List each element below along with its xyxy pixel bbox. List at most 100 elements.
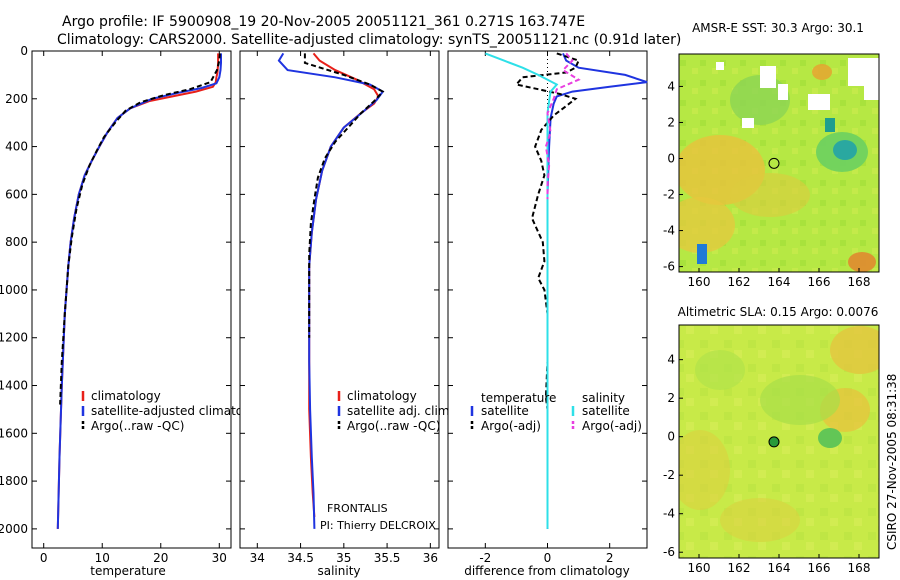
- difference-series: [484, 52, 648, 529]
- sla-low-patch: [818, 428, 842, 448]
- lat-tick-label: -4: [663, 507, 675, 521]
- depth-tick-label: 1400: [0, 379, 28, 393]
- sst-missing-data: [760, 66, 776, 88]
- depth-tick-label: 800: [5, 235, 28, 249]
- lon-tick-label: 168: [848, 275, 871, 289]
- salinity-axes-frame: [239, 50, 440, 549]
- x-tick-label: 0: [40, 551, 48, 565]
- lat-tick-label: -6: [663, 545, 675, 559]
- sst-warm-patch: [679, 197, 735, 253]
- lat-tick-label: 2: [667, 115, 675, 129]
- legend-label: climatology: [91, 389, 161, 403]
- sst-warm-patch: [730, 173, 810, 217]
- sla-high-patch: [679, 430, 730, 510]
- difference-legend: temperaturesatelliteArgo(-adj)salinitysa…: [470, 391, 642, 433]
- sla-low-patch: [760, 375, 840, 425]
- x-tick-label: 20: [153, 551, 168, 565]
- csiro-timestamp: CSIRO 27-Nov-2005 08:31:38: [885, 374, 899, 550]
- figure-title-line2: Climatology: CARS2000. Satellite-adjuste…: [57, 32, 681, 48]
- sst-cool-patch: [825, 118, 835, 132]
- lon-tick-label: 162: [728, 561, 751, 575]
- sst-missing-data: [716, 62, 724, 70]
- series-line-argo-raw-qc-: [59, 53, 221, 405]
- sst-argo-location: [768, 157, 780, 169]
- legend-group-title: salinity: [582, 391, 625, 405]
- sst-map-ticks: 160 162 164 166 168 -6 -4 -2 0 2 4: [663, 79, 870, 289]
- temperature-series: [56, 53, 222, 529]
- figure-title-line1: Argo profile: IF 5900908_19 20-Nov-2005 …: [62, 14, 585, 30]
- float-pi-label: PI: Thierry DELCROIX: [320, 519, 436, 532]
- float-project-label: FRONTALIS: [327, 502, 388, 515]
- legend-label: Argo(-adj): [481, 419, 541, 433]
- salinity-ticks: 34 34.5 35 35.5 36: [240, 50, 439, 565]
- legend-label: satellite adj. clim.: [347, 404, 453, 418]
- legend-group-title: temperature: [481, 391, 556, 405]
- lat-tick-label: 2: [667, 391, 675, 405]
- sla-high-patch: [720, 498, 800, 542]
- sst-missing-data: [778, 84, 788, 100]
- difference-ticks: -2 0 2: [448, 50, 647, 565]
- lat-tick-label: 4: [667, 353, 675, 367]
- sla-argo-location: [768, 436, 780, 448]
- x-tick-label: 2: [606, 551, 614, 565]
- legend-label: satellite: [481, 404, 529, 418]
- sla-map-title: Altimetric SLA: 0.15 Argo: 0.0076: [678, 305, 879, 319]
- lat-tick-label: -6: [663, 260, 675, 274]
- sst-missing-data: [864, 86, 879, 100]
- depth-tick-label: 1600: [0, 426, 28, 440]
- series-line-argo-raw-qc-: [303, 53, 385, 338]
- x-tick-label: 30: [212, 551, 227, 565]
- difference-panel: -2 0 2 difference from climatology tempera…: [447, 50, 648, 578]
- series-line-satellite-adj-clim-: [277, 52, 385, 529]
- temperature-xlabel: temperature: [90, 564, 165, 578]
- legend-label: Argo(..raw -QC): [347, 419, 440, 433]
- depth-tick-label: 0: [20, 44, 28, 58]
- argo-position-marker: [768, 436, 780, 448]
- x-tick-label: 10: [95, 551, 110, 565]
- sst-missing-data: [808, 94, 830, 110]
- lat-tick-label: 0: [667, 430, 675, 444]
- temperature-axes-frame: [31, 50, 232, 549]
- difference-xlabel: difference from climatology: [464, 564, 630, 578]
- series-line-salinity-satellite: [484, 52, 559, 529]
- temperature-ticks: 0 10 20 30: [32, 50, 231, 565]
- temperature-panel: 0 200 400 600 800 1000 1200 1400 1600 1800 2000 0 1…: [0, 44, 269, 578]
- sla-high-patch: [830, 326, 879, 374]
- lon-tick-label: 168: [848, 561, 871, 575]
- lat-tick-label: 0: [667, 151, 675, 165]
- x-tick-label: 36: [423, 551, 438, 565]
- lon-tick-label: 160: [688, 561, 711, 575]
- sla-map-ticks: 160 162 164 166 168 -6 -4 -2 0 2 4: [663, 353, 870, 575]
- x-tick-label: 0: [544, 551, 552, 565]
- lon-tick-label: 164: [768, 275, 791, 289]
- lon-tick-label: 160: [688, 275, 711, 289]
- depth-tick-label: 200: [5, 92, 28, 106]
- lat-tick-label: -4: [663, 224, 675, 238]
- legend-label: Argo(..raw -QC): [91, 419, 184, 433]
- sst-missing-data: [848, 58, 879, 86]
- lon-tick-label: 162: [728, 275, 751, 289]
- lon-tick-label: 166: [808, 561, 831, 575]
- lat-tick-label: -2: [663, 468, 675, 482]
- x-tick-label: 34.5: [287, 551, 314, 565]
- sst-missing-data: [742, 118, 754, 128]
- sst-map-title: AMSR-E SST: 30.3 Argo: 30.1: [692, 21, 864, 35]
- series-line-temperature-argo-adj-: [514, 52, 580, 410]
- depth-tick-label: 1000: [0, 283, 28, 297]
- x-tick-label: 35: [336, 551, 351, 565]
- sst-warm-patch: [848, 252, 876, 272]
- legend-label: Argo(-adj): [582, 419, 642, 433]
- x-tick-label: 35.5: [374, 551, 401, 565]
- depth-tick-label: 2000: [0, 522, 28, 536]
- sst-cool-patch: [697, 244, 707, 264]
- lon-tick-label: 164: [768, 561, 791, 575]
- depth-tick-label: 400: [5, 140, 28, 154]
- depth-tick-labels: 0 200 400 600 800 1000 1200 1400 1600 1800 2000: [0, 44, 28, 536]
- sst-warm-patch: [812, 64, 832, 80]
- sla-map-panel: Altimetric SLA: 0.15 Argo: 0.0076 160 162…: [663, 305, 880, 575]
- sst-cool-patch: [833, 140, 857, 160]
- legend-label: satellite: [582, 404, 630, 418]
- salinity-series: [277, 52, 385, 529]
